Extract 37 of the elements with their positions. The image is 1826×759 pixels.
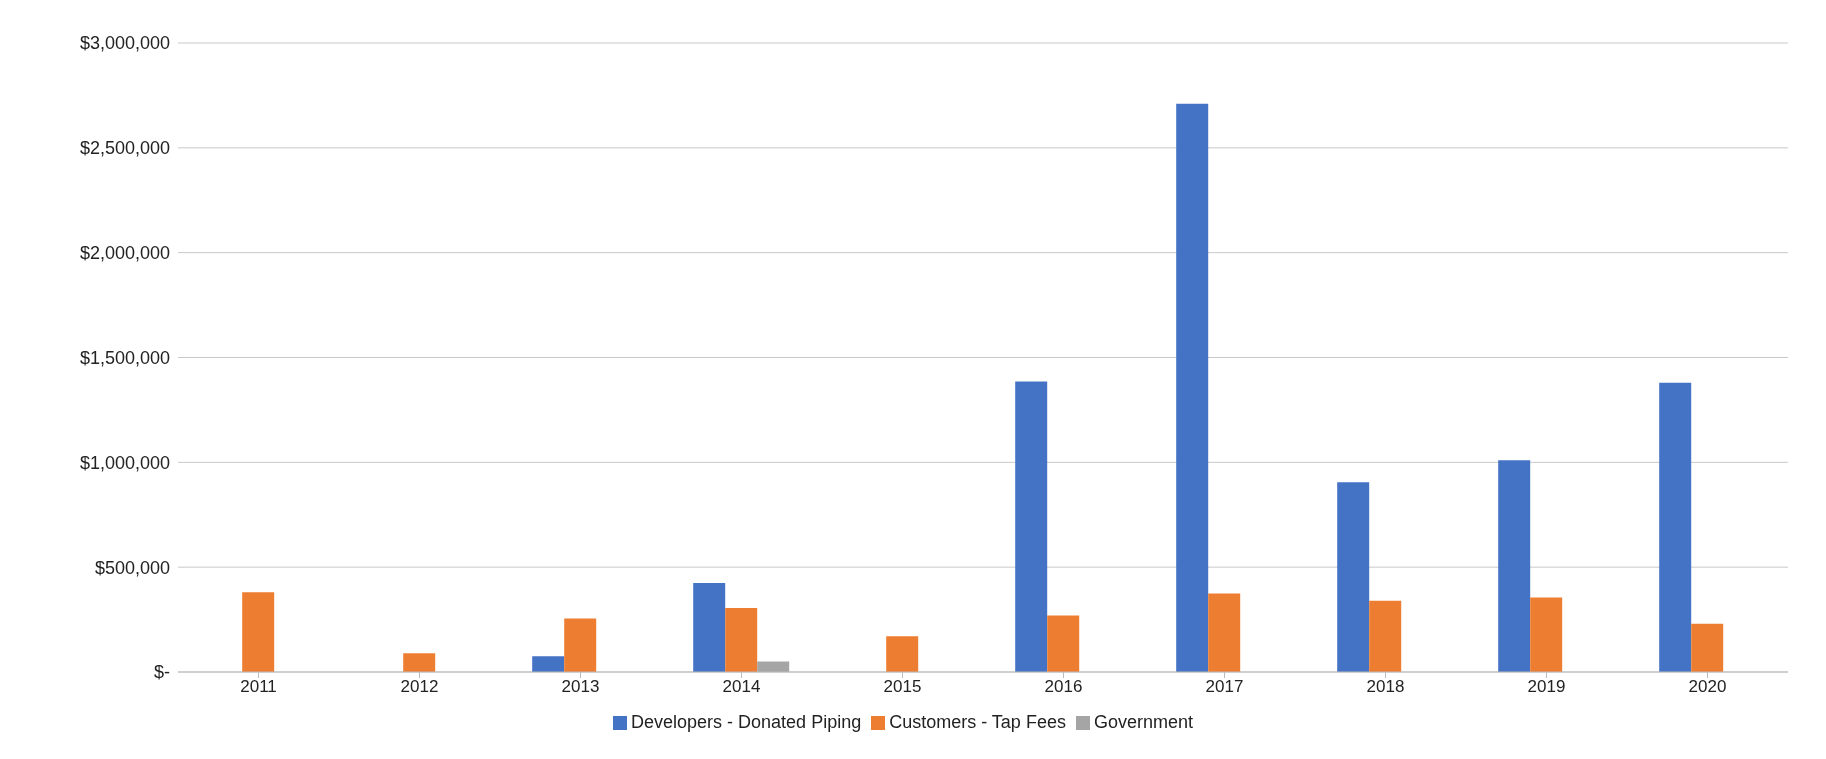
legend-label: Developers - Donated Piping bbox=[631, 712, 862, 732]
y-tick-label: $3,000,000 bbox=[79, 33, 170, 54]
y-tick-label: $1,000,000 bbox=[79, 452, 170, 473]
x-tick-label: 2019 bbox=[1527, 677, 1566, 697]
y-tick-label: $500,000 bbox=[94, 557, 170, 578]
x-tick-label: 2017 bbox=[1205, 677, 1244, 697]
bar bbox=[1659, 382, 1692, 672]
bar bbox=[564, 618, 597, 672]
x-tick-label: 2012 bbox=[400, 677, 439, 697]
bar bbox=[1208, 593, 1241, 672]
y-tick-label: $1,500,000 bbox=[79, 347, 170, 368]
bar bbox=[1337, 482, 1370, 672]
bar bbox=[403, 653, 436, 672]
bar bbox=[1047, 615, 1080, 672]
bar bbox=[693, 582, 726, 672]
bar bbox=[886, 636, 919, 672]
x-tick-label: 2020 bbox=[1688, 677, 1727, 697]
bar bbox=[1691, 623, 1724, 672]
x-tick-label: 2014 bbox=[722, 677, 761, 697]
bar bbox=[532, 656, 565, 672]
x-tick-label: 2011 bbox=[240, 677, 277, 697]
legend-label: Customers - Tap Fees bbox=[889, 712, 1066, 732]
x-tick-label: 2018 bbox=[1366, 677, 1405, 697]
bar bbox=[1015, 381, 1048, 672]
y-tick-label: $- bbox=[153, 662, 170, 683]
y-tick-label: $2,500,000 bbox=[79, 138, 170, 159]
bar bbox=[1498, 460, 1531, 672]
bar bbox=[1530, 597, 1563, 672]
bar bbox=[1369, 600, 1402, 672]
x-tick-label: 2013 bbox=[561, 677, 600, 697]
x-tick-label: 2015 bbox=[883, 677, 922, 697]
y-tick-label: $2,000,000 bbox=[79, 243, 170, 264]
legend-label: Government bbox=[1093, 712, 1193, 732]
bar bbox=[1176, 103, 1209, 672]
bar bbox=[725, 608, 758, 672]
x-tick-label: 2016 bbox=[1044, 677, 1083, 697]
bar bbox=[242, 592, 275, 672]
